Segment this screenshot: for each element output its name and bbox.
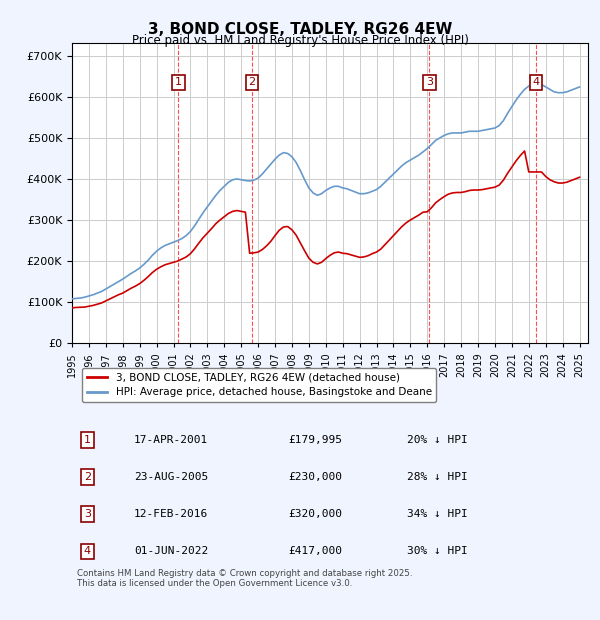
Text: 1: 1 <box>175 78 182 87</box>
Text: £417,000: £417,000 <box>289 546 343 556</box>
Text: Price paid vs. HM Land Registry's House Price Index (HPI): Price paid vs. HM Land Registry's House … <box>131 34 469 47</box>
Text: 1: 1 <box>84 435 91 445</box>
Text: 20% ↓ HPI: 20% ↓ HPI <box>407 435 468 445</box>
Text: 4: 4 <box>84 546 91 556</box>
Text: 3: 3 <box>84 509 91 520</box>
Text: 3, BOND CLOSE, TADLEY, RG26 4EW: 3, BOND CLOSE, TADLEY, RG26 4EW <box>148 22 452 37</box>
Text: 12-FEB-2016: 12-FEB-2016 <box>134 509 208 520</box>
Text: £320,000: £320,000 <box>289 509 343 520</box>
Text: 01-JUN-2022: 01-JUN-2022 <box>134 546 208 556</box>
Text: Contains HM Land Registry data © Crown copyright and database right 2025.
This d: Contains HM Land Registry data © Crown c… <box>77 569 413 588</box>
Text: 23-AUG-2005: 23-AUG-2005 <box>134 472 208 482</box>
Text: £230,000: £230,000 <box>289 472 343 482</box>
Text: £179,995: £179,995 <box>289 435 343 445</box>
Text: 34% ↓ HPI: 34% ↓ HPI <box>407 509 468 520</box>
Text: 4: 4 <box>532 78 539 87</box>
Legend: 3, BOND CLOSE, TADLEY, RG26 4EW (detached house), HPI: Average price, detached h: 3, BOND CLOSE, TADLEY, RG26 4EW (detache… <box>82 368 436 402</box>
Text: 2: 2 <box>248 78 256 87</box>
Text: 17-APR-2001: 17-APR-2001 <box>134 435 208 445</box>
Text: 30% ↓ HPI: 30% ↓ HPI <box>407 546 468 556</box>
Text: 3: 3 <box>426 78 433 87</box>
Text: 2: 2 <box>84 472 91 482</box>
Text: 28% ↓ HPI: 28% ↓ HPI <box>407 472 468 482</box>
